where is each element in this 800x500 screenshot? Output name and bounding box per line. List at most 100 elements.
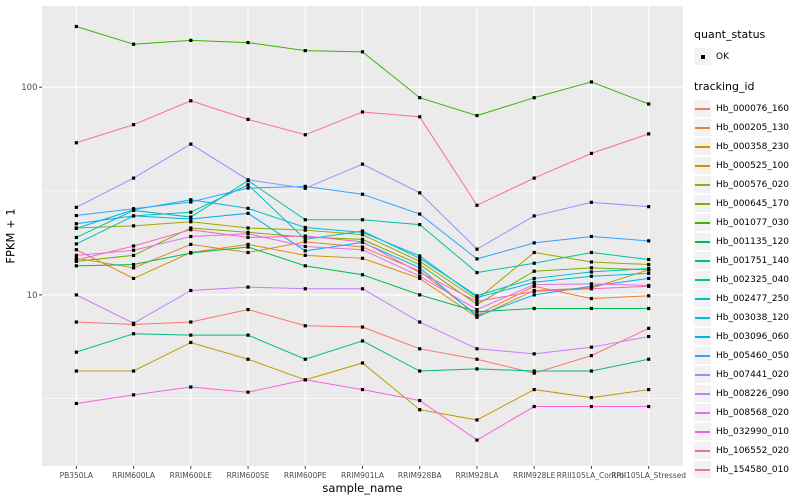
data-point — [647, 262, 651, 267]
data-point — [303, 253, 307, 257]
data-point — [189, 242, 193, 247]
data-point — [532, 96, 536, 100]
series-line-icon — [695, 373, 710, 376]
data-point — [189, 99, 193, 103]
data-point — [360, 237, 365, 241]
data-point — [589, 345, 594, 349]
data-point — [589, 274, 594, 278]
data-point — [589, 234, 594, 239]
data-point — [360, 218, 365, 222]
data-point — [303, 133, 307, 137]
data-point — [189, 320, 193, 324]
data-point — [532, 352, 536, 356]
data-point — [418, 266, 422, 270]
data-point — [647, 404, 651, 409]
data-point — [532, 306, 536, 311]
data-point — [246, 242, 250, 247]
legend-item-Hb_008226_090: Hb_008226_090 — [694, 385, 800, 402]
legend-item-Hb_000358_230: Hb_000358_230 — [694, 138, 800, 155]
data-point — [189, 198, 193, 202]
data-point — [418, 369, 422, 373]
data-point — [303, 378, 307, 382]
data-point — [303, 287, 307, 291]
x-tick-label: RRIM901LA — [341, 471, 385, 480]
data-point — [532, 276, 536, 281]
legend-item-label: Hb_005460_050 — [716, 350, 790, 361]
data-point — [74, 320, 78, 324]
data-point — [360, 387, 365, 392]
x-tick-label: RRIM928LA — [456, 471, 500, 480]
data-point — [418, 262, 422, 267]
data-point — [131, 123, 136, 127]
data-point — [475, 302, 479, 306]
series-line-icon — [695, 411, 710, 414]
data-point — [360, 192, 365, 196]
data-point — [246, 390, 250, 394]
legend-item-Hb_032990_010: Hb_032990_010 — [694, 423, 800, 440]
data-point — [532, 214, 536, 218]
data-point — [475, 314, 479, 318]
data-point — [189, 142, 193, 146]
series-line-icon — [695, 240, 710, 243]
legend-item-Hb_008568_020: Hb_008568_020 — [694, 404, 800, 421]
series-color-key — [694, 366, 711, 383]
data-point — [360, 50, 365, 54]
ok-marker-key — [694, 48, 711, 65]
legend-item-Hb_002477_250: Hb_002477_250 — [694, 290, 800, 307]
data-point — [246, 186, 250, 190]
data-point — [532, 387, 536, 392]
data-point — [647, 266, 651, 271]
data-point — [360, 287, 365, 291]
data-point — [589, 80, 594, 84]
data-point — [246, 117, 250, 121]
data-point — [360, 339, 365, 343]
data-point — [475, 347, 479, 351]
data-point — [532, 283, 536, 287]
legend-item-label: Hb_008226_090 — [716, 388, 790, 399]
legend-item-Hb_007441_020: Hb_007441_020 — [694, 366, 800, 383]
data-point — [131, 42, 136, 46]
data-point — [131, 266, 136, 270]
data-point — [647, 294, 651, 298]
data-point — [418, 115, 422, 119]
data-point — [418, 293, 422, 297]
data-point — [647, 102, 651, 106]
data-point — [532, 269, 536, 273]
data-point — [74, 242, 78, 246]
data-point — [475, 357, 479, 361]
data-point — [74, 213, 78, 218]
legend-item-ok: OK — [694, 48, 800, 65]
data-point — [475, 367, 479, 371]
legend-item-label: Hb_000645_170 — [716, 198, 790, 209]
data-point — [131, 369, 136, 373]
data-point — [189, 251, 193, 255]
data-point — [532, 241, 536, 245]
data-point — [532, 250, 536, 255]
series-line-icon — [695, 468, 710, 471]
point-marker-icon — [700, 54, 705, 59]
series-color-key — [694, 404, 711, 421]
series-line-icon — [695, 278, 710, 281]
data-point — [475, 271, 479, 275]
data-point — [360, 110, 365, 114]
data-point — [74, 205, 78, 209]
data-point — [74, 235, 78, 240]
legend-item-Hb_001077_030: Hb_001077_030 — [694, 214, 800, 231]
data-point — [532, 284, 536, 288]
data-point — [418, 222, 422, 227]
data-point — [360, 233, 365, 237]
series-line-icon — [695, 259, 710, 262]
series-line-icon — [695, 392, 710, 395]
data-point — [647, 387, 651, 392]
data-point — [246, 40, 250, 45]
data-point — [360, 256, 365, 260]
data-point — [589, 396, 594, 400]
x-tick-label: RRIM600LE — [170, 471, 213, 480]
data-point — [303, 218, 307, 222]
data-point — [589, 287, 594, 291]
y-tick-label: 100 — [21, 83, 37, 93]
series-line-icon — [695, 107, 710, 110]
data-point — [647, 306, 651, 311]
data-point — [74, 226, 78, 230]
data-point — [418, 276, 422, 281]
